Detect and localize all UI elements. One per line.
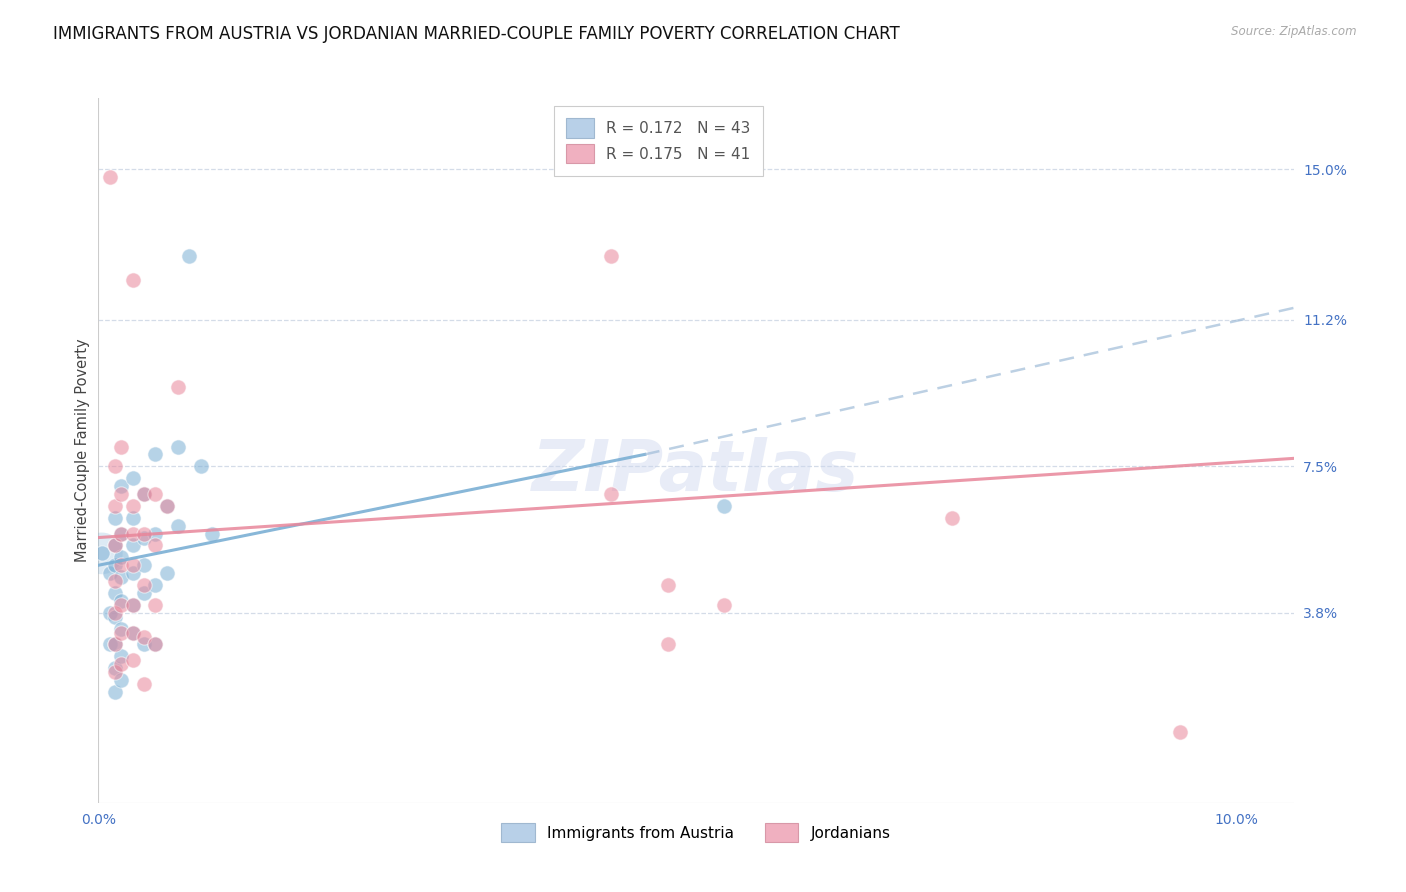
Point <box>104 609 127 624</box>
Point <box>156 499 179 513</box>
Point <box>121 558 143 573</box>
Point <box>132 677 155 691</box>
Point <box>104 539 127 553</box>
Point <box>132 558 155 573</box>
Point <box>110 526 132 541</box>
Point <box>143 637 166 651</box>
Legend: Immigrants from Austria, Jordanians: Immigrants from Austria, Jordanians <box>495 817 897 848</box>
Point <box>143 637 166 651</box>
Point <box>104 510 127 524</box>
Point <box>121 625 143 640</box>
Point <box>121 625 143 640</box>
Point <box>167 518 190 533</box>
Point <box>98 566 121 581</box>
Point <box>1168 724 1191 739</box>
Point <box>110 550 132 565</box>
Point <box>110 673 132 687</box>
Point <box>941 510 963 524</box>
Point <box>104 558 127 573</box>
Point <box>121 598 143 612</box>
Y-axis label: Married-Couple Family Poverty: Married-Couple Family Poverty <box>75 339 90 562</box>
Point <box>110 479 132 493</box>
Point <box>104 637 127 651</box>
Point <box>132 487 155 501</box>
Point <box>132 630 155 644</box>
Text: IMMIGRANTS FROM AUSTRIA VS JORDANIAN MARRIED-COUPLE FAMILY POVERTY CORRELATION C: IMMIGRANTS FROM AUSTRIA VS JORDANIAN MAR… <box>53 25 900 43</box>
Point <box>132 586 155 600</box>
Point <box>104 539 127 553</box>
Point <box>121 471 143 485</box>
Point <box>121 499 143 513</box>
Point <box>104 574 127 588</box>
Point <box>179 250 201 264</box>
Point <box>132 526 155 541</box>
Point <box>104 606 127 620</box>
Point <box>132 578 155 592</box>
Point <box>121 539 143 553</box>
Point <box>599 250 621 264</box>
Point <box>143 526 166 541</box>
Point <box>713 499 735 513</box>
Point <box>104 586 127 600</box>
Point <box>132 487 155 501</box>
Point <box>132 531 155 545</box>
Point <box>599 487 621 501</box>
Point <box>110 622 132 636</box>
Point <box>121 526 143 541</box>
Point <box>104 661 127 675</box>
Point <box>190 459 212 474</box>
Point <box>121 598 143 612</box>
Point <box>104 637 127 651</box>
Text: ZIPatlas: ZIPatlas <box>533 437 859 506</box>
Point <box>657 637 679 651</box>
Point <box>90 546 112 560</box>
Point <box>143 447 166 461</box>
Point <box>110 598 132 612</box>
Point <box>713 598 735 612</box>
Point <box>143 539 166 553</box>
Point <box>121 273 143 287</box>
Point <box>110 558 132 573</box>
Point <box>110 657 132 672</box>
Point <box>90 546 112 560</box>
Point <box>121 653 143 667</box>
Point <box>110 649 132 664</box>
Point <box>121 510 143 524</box>
Point <box>110 594 132 608</box>
Point <box>98 637 121 651</box>
Text: Source: ZipAtlas.com: Source: ZipAtlas.com <box>1232 25 1357 38</box>
Point <box>143 578 166 592</box>
Point <box>110 487 132 501</box>
Point <box>110 526 132 541</box>
Point <box>121 566 143 581</box>
Point <box>98 606 121 620</box>
Point <box>110 570 132 584</box>
Point <box>167 440 190 454</box>
Point <box>143 487 166 501</box>
Point <box>143 598 166 612</box>
Point <box>110 440 132 454</box>
Point <box>104 685 127 699</box>
Point <box>104 459 127 474</box>
Point <box>201 526 224 541</box>
Point <box>156 566 179 581</box>
Point <box>98 170 121 185</box>
Point <box>132 637 155 651</box>
Point <box>657 578 679 592</box>
Point <box>110 625 132 640</box>
Point <box>104 499 127 513</box>
Point <box>156 499 179 513</box>
Point <box>167 380 190 394</box>
Point <box>104 665 127 680</box>
